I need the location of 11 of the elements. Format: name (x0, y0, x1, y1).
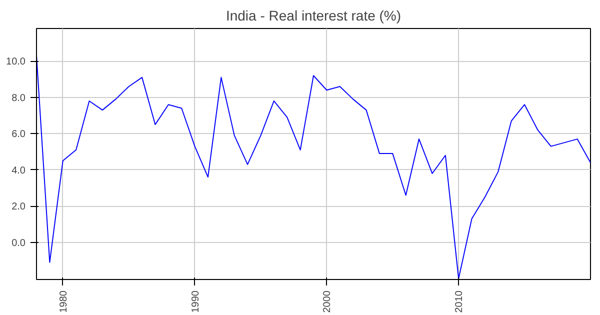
y-tick-label: 10.0 (6, 56, 26, 68)
y-tick-label: 4.0 (12, 165, 26, 176)
x-tick-label: 2000 (322, 290, 334, 313)
y-tick-label: 6.0 (12, 129, 26, 140)
y-tick-label: 8.0 (12, 92, 26, 104)
y-tick-label: 0.0 (12, 238, 26, 249)
x-tick-label: 1990 (190, 290, 202, 313)
x-tick-label: 1980 (58, 290, 70, 313)
x-tick-label: 2010 (454, 290, 466, 313)
chart-title: India - Real interest rate (%) (226, 8, 402, 24)
y-tick-label: 2.0 (12, 202, 26, 213)
